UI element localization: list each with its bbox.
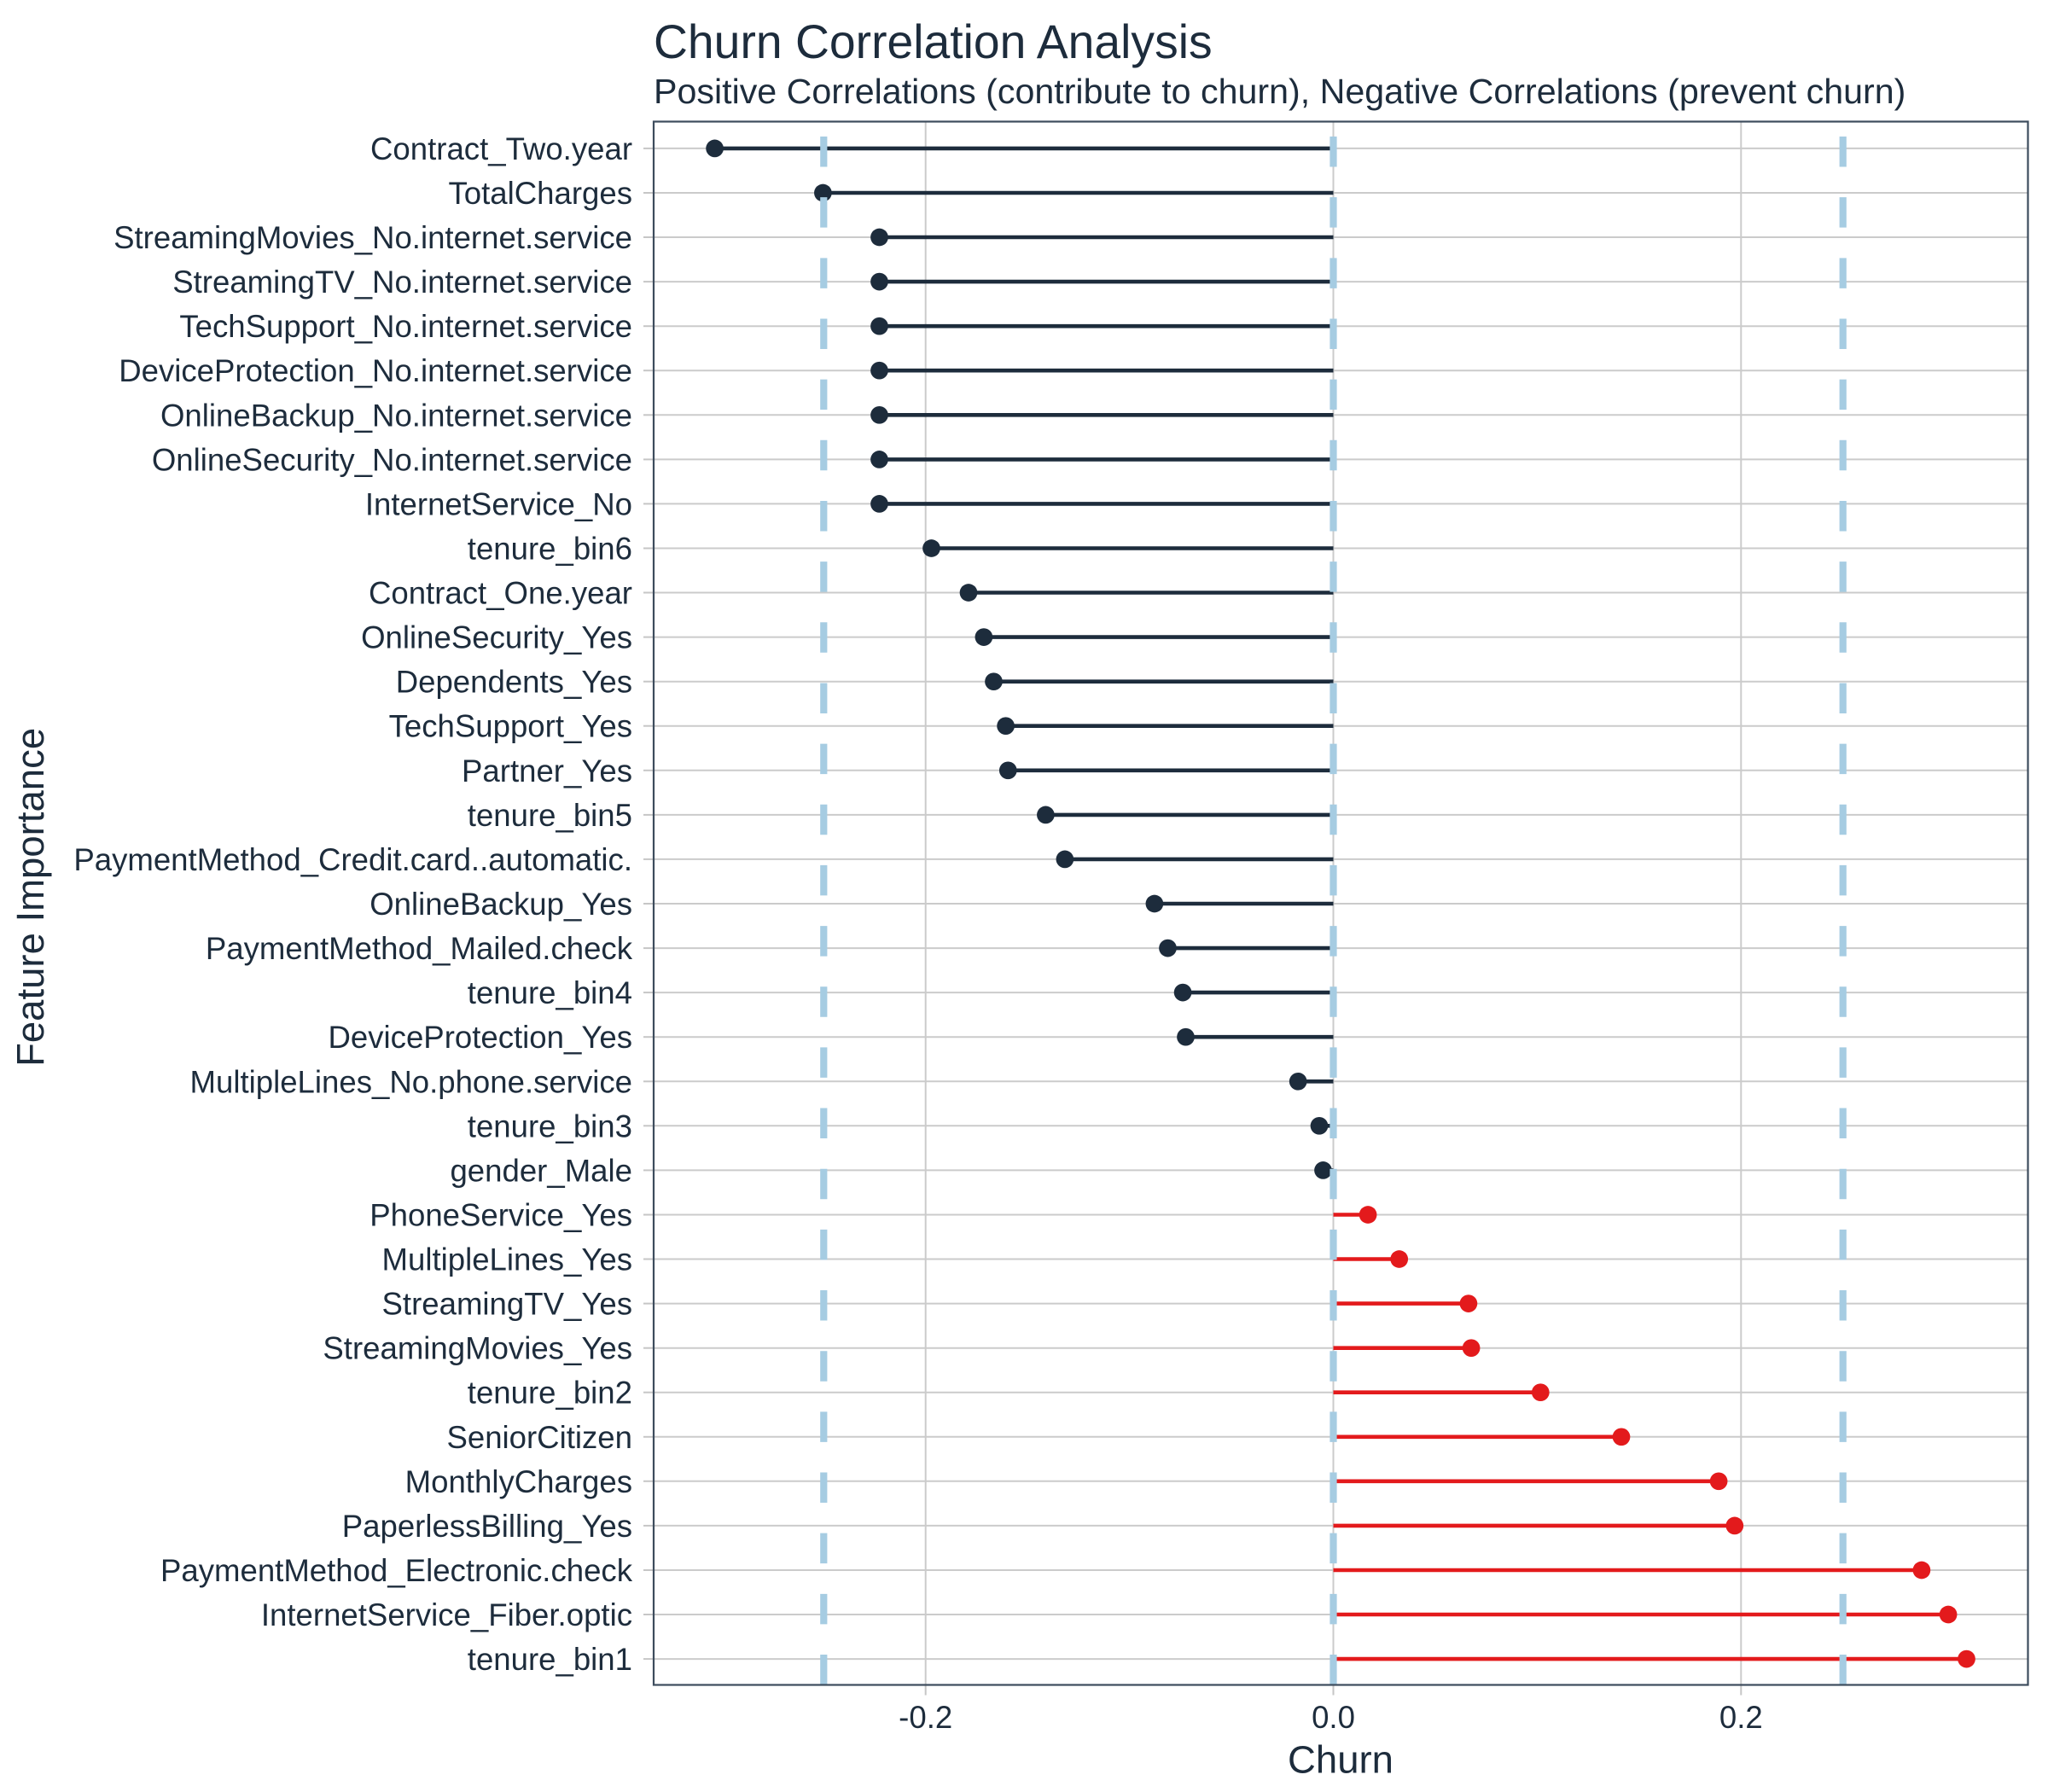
svg-text:SeniorCitizen: SeniorCitizen (446, 1420, 632, 1455)
svg-text:tenure_bin4: tenure_bin4 (468, 975, 632, 1010)
svg-text:OnlineSecurity_Yes: OnlineSecurity_Yes (361, 620, 632, 655)
svg-text:Churn Correlation Analysis: Churn Correlation Analysis (654, 15, 1213, 68)
svg-text:Feature Importance: Feature Importance (9, 728, 52, 1067)
svg-text:tenure_bin6: tenure_bin6 (468, 532, 632, 567)
svg-text:tenure_bin1: tenure_bin1 (468, 1642, 632, 1677)
svg-text:TotalCharges: TotalCharges (448, 176, 632, 211)
svg-text:StreamingTV_Yes: StreamingTV_Yes (382, 1287, 632, 1322)
svg-text:MultipleLines_No.phone.service: MultipleLines_No.phone.service (190, 1064, 633, 1099)
svg-text:DeviceProtection_Yes: DeviceProtection_Yes (328, 1020, 632, 1055)
svg-text:StreamingTV_No.internet.servic: StreamingTV_No.internet.service (172, 265, 632, 300)
svg-text:Contract_One.year: Contract_One.year (369, 576, 632, 611)
svg-text:TechSupport_Yes: TechSupport_Yes (389, 709, 632, 744)
svg-text:StreamingMovies_No.internet.se: StreamingMovies_No.internet.service (113, 220, 632, 255)
svg-text:InternetService_Fiber.optic: InternetService_Fiber.optic (261, 1597, 632, 1632)
svg-text:OnlineSecurity_No.internet.ser: OnlineSecurity_No.internet.service (152, 442, 632, 477)
svg-text:MultipleLines_Yes: MultipleLines_Yes (382, 1242, 633, 1277)
svg-text:MonthlyCharges: MonthlyCharges (405, 1464, 632, 1499)
svg-text:PaymentMethod_Mailed.check: PaymentMethod_Mailed.check (206, 931, 633, 966)
svg-text:tenure_bin5: tenure_bin5 (468, 798, 632, 833)
svg-text:Churn: Churn (1288, 1738, 1393, 1782)
svg-text:gender_Male: gender_Male (450, 1153, 632, 1188)
svg-text:0.2: 0.2 (1719, 1700, 1763, 1735)
svg-text:0.0: 0.0 (1312, 1700, 1355, 1735)
svg-text:OnlineBackup_No.internet.servi: OnlineBackup_No.internet.service (160, 398, 632, 433)
svg-text:StreamingMovies_Yes: StreamingMovies_Yes (323, 1331, 632, 1366)
svg-text:DeviceProtection_No.internet.s: DeviceProtection_No.internet.service (119, 353, 632, 388)
svg-text:tenure_bin3: tenure_bin3 (468, 1108, 632, 1143)
svg-text:PaymentMethod_Electronic.check: PaymentMethod_Electronic.check (160, 1553, 633, 1588)
svg-text:PaymentMethod_Credit.card..aut: PaymentMethod_Credit.card..automatic. (73, 842, 632, 877)
svg-text:PhoneService_Yes: PhoneService_Yes (369, 1198, 632, 1233)
svg-text:PaperlessBilling_Yes: PaperlessBilling_Yes (342, 1509, 632, 1544)
svg-text:tenure_bin2: tenure_bin2 (468, 1376, 632, 1411)
svg-text:InternetService_No: InternetService_No (365, 486, 632, 521)
svg-text:Positive Correlations (contrib: Positive Correlations (contribute to chu… (654, 72, 1905, 111)
svg-text:Contract_Two.year: Contract_Two.year (370, 131, 632, 166)
svg-text:Dependents_Yes: Dependents_Yes (396, 665, 632, 700)
svg-text:OnlineBackup_Yes: OnlineBackup_Yes (369, 887, 632, 922)
svg-text:-0.2: -0.2 (899, 1700, 952, 1735)
svg-text:TechSupport_No.internet.servic: TechSupport_No.internet.service (179, 309, 632, 344)
svg-text:Partner_Yes: Partner_Yes (462, 753, 632, 788)
